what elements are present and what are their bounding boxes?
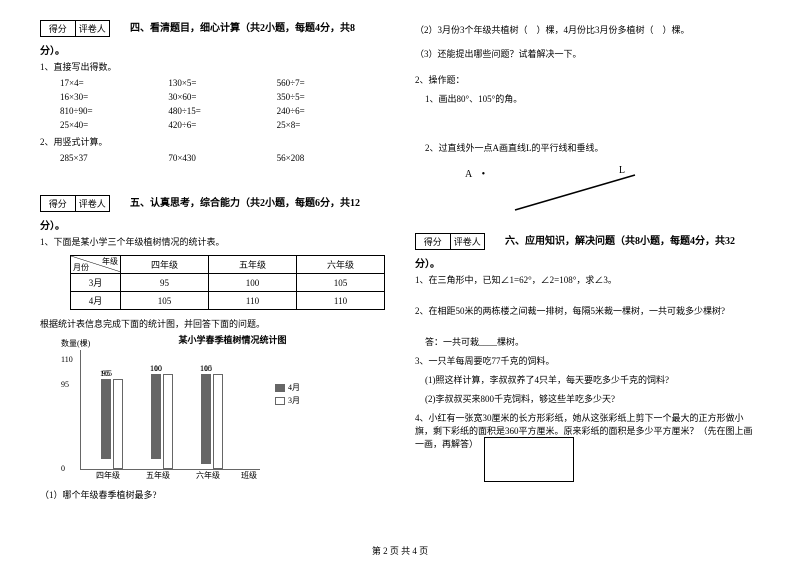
- bar-group: 100 110: [151, 374, 173, 469]
- calc-row: 285×3770×43056×208: [60, 153, 385, 163]
- s6-q2ans: 答：一共可栽____棵树。: [425, 335, 760, 348]
- r-item3: （3）还能提出哪些问题？试着解决一下。: [415, 47, 760, 60]
- grader-label: 评卷人: [76, 21, 110, 36]
- table-row: 4月 105 110 110: [71, 292, 385, 310]
- page-footer: 第 2 页 共 4 页: [0, 544, 800, 557]
- page-columns: 得分 评卷人 四、看清题目，细心计算（共2小题，每题4分，共8 分）。 1、直接…: [40, 20, 760, 520]
- s6-q3b: (2)李叔叔买来800千克饲料，够这些羊吃多少天?: [425, 392, 760, 405]
- grader-label: 评卷人: [76, 196, 110, 211]
- s5-sub1: （1）哪个年级春季植树最多?: [40, 488, 385, 501]
- score-box-3: 得分 评卷人: [415, 233, 485, 250]
- calc-row: 16×30=30×60=350÷5=: [60, 92, 385, 102]
- left-column: 得分 评卷人 四、看清题目，细心计算（共2小题，每题4分，共8 分）。 1、直接…: [40, 20, 385, 520]
- section5-title-cont: 分）。: [40, 217, 385, 232]
- score-box-2: 得分 评卷人: [40, 195, 110, 212]
- s6-q4: 4、小红有一张宽30厘米的长方形彩纸，她从这张彩纸上剪下一个最大的正方形做小旗，…: [415, 411, 760, 482]
- r-q2a: 1、画出80°、105°的角。: [425, 92, 760, 105]
- score-label: 得分: [41, 21, 76, 36]
- section5-title: 五、认真思考，综合能力（共2小题，每题6分，共12: [130, 194, 385, 209]
- r-q2b: 2、过直线外一点A画直线L的平行线和垂线。: [425, 141, 760, 154]
- section6-title-cont: 分）。: [415, 255, 760, 270]
- bar-group: 105 110: [201, 374, 223, 469]
- right-column: （2）3月份3个年级共植树（ ）棵，4月份比3月份多植树（ ）棵。 （3）还能提…: [415, 20, 760, 520]
- bar-group: 95 105: [101, 379, 123, 469]
- r-item2: （2）3月份3个年级共植树（ ）棵，4月份比3月份多植树（ ）棵。: [415, 23, 760, 36]
- section4-title: 四、看清题目，细心计算（共2小题，每题4分，共8: [130, 19, 385, 34]
- y-axis-label: 数量(棵): [61, 338, 90, 349]
- score-label: 得分: [41, 196, 76, 211]
- chart-title: 某小学春季植树情况统计图: [80, 333, 385, 346]
- s4-q2: 2、用竖式计算。: [40, 135, 385, 148]
- calc-row: 25×40=420÷6=25×8=: [60, 120, 385, 130]
- section4-title-cont: 分）。: [40, 42, 385, 57]
- s6-q2: 2、在相距50米的两栋楼之间裁一排树，每隔5米裁一棵树，一共可栽多少棵树?: [415, 304, 760, 317]
- s6-q1: 1、在三角形中，已知∠1=62°，∠2=108°，求∠3。: [415, 273, 760, 286]
- s4-q1: 1、直接写出得数。: [40, 60, 385, 73]
- answer-box: [484, 437, 574, 482]
- bar-chart: 数量(棵) 110 95 0 95 105 四年级 100 110 五年级 10…: [80, 350, 260, 470]
- s6-q3: 3、一只羊每周要吃77千克的饲料。: [415, 354, 760, 367]
- chart-legend: 4月 3月: [275, 380, 300, 408]
- calc-row: 17×4=130×5=560÷7=: [60, 78, 385, 88]
- s6-q3a: (1)照这样计算，李叔叔养了4只羊，每天要吃多少千克的饲料?: [425, 373, 760, 386]
- section6-title: 六、应用知识，解决问题（共8小题，每题4分，共32: [505, 232, 760, 247]
- table-note: 根据统计表信息完成下面的统计图，并回答下面的问题。: [40, 317, 385, 330]
- score-box-1: 得分 评卷人: [40, 20, 110, 37]
- r-q2: 2、操作题：: [415, 73, 760, 86]
- line-diagram: A • L: [455, 165, 655, 215]
- score-label: 得分: [416, 234, 451, 249]
- calc-row: 810÷90=480÷15=240÷6=: [60, 106, 385, 116]
- s5-q1: 1、下面是某小学三个年级植树情况的统计表。: [40, 235, 385, 248]
- grader-label: 评卷人: [451, 234, 485, 249]
- data-table: 月份 年级 四年级 五年级 六年级 3月 95 100 105 4月 105 1…: [70, 255, 385, 310]
- diag-header: 月份 年级: [71, 256, 121, 274]
- table-row: 3月 95 100 105: [71, 274, 385, 292]
